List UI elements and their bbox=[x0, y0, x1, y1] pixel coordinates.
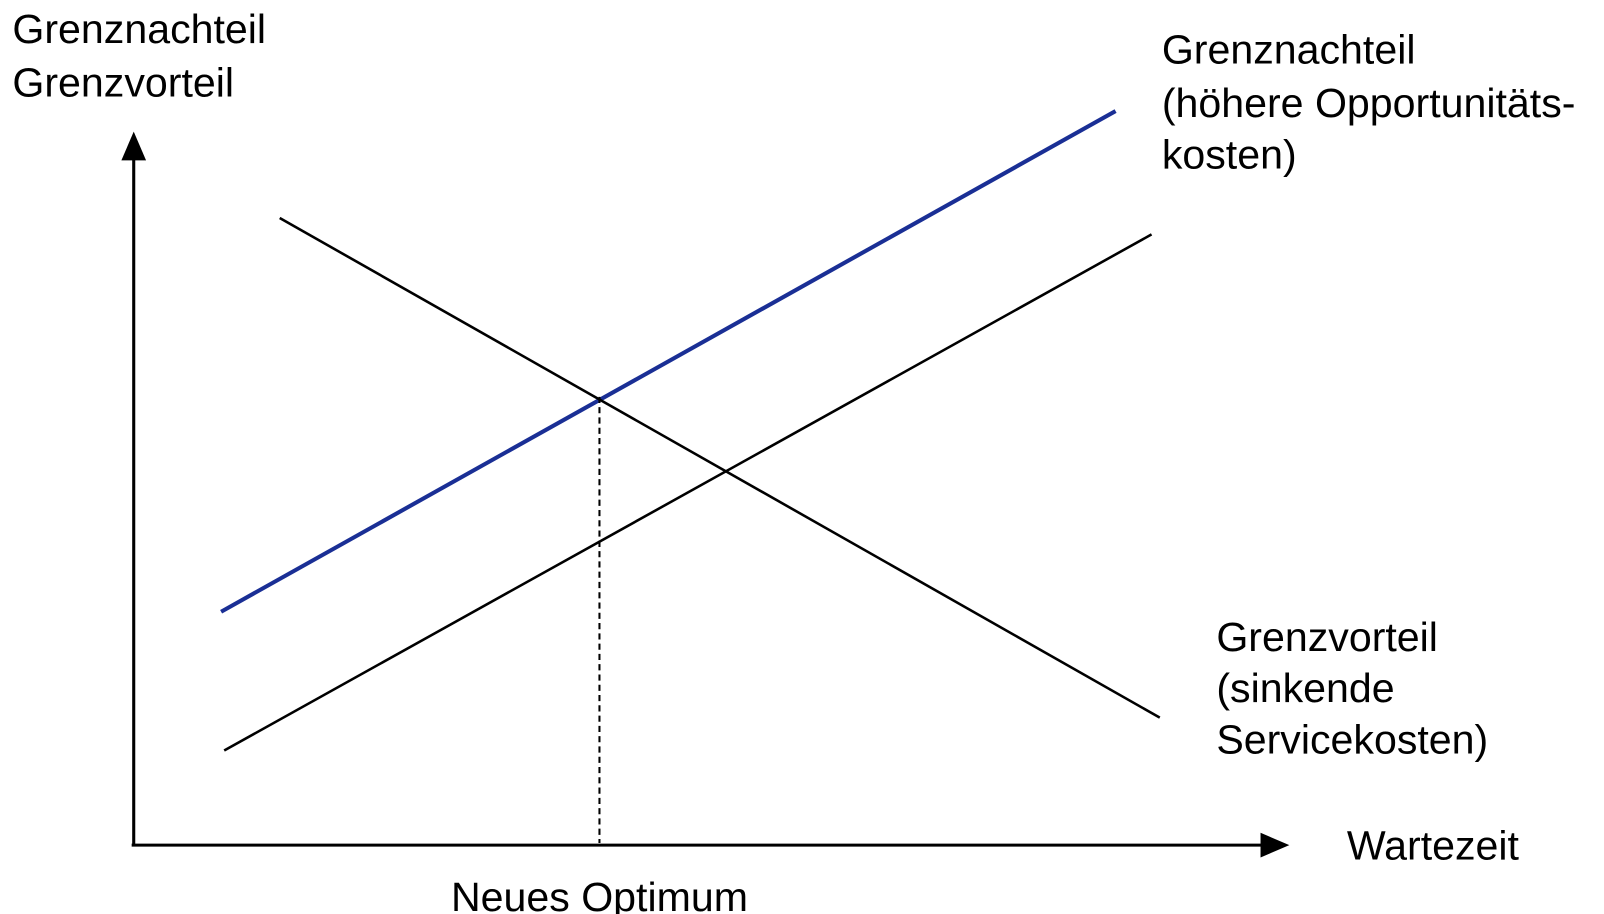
grenznachteil-line bbox=[223, 233, 1153, 752]
y-axis-label: Grenznachteil bbox=[12, 6, 266, 52]
y-axis-label: Grenzvorteil bbox=[12, 60, 234, 106]
x-axis-label: Wartezeit bbox=[1347, 823, 1520, 869]
curve-label: (höhere Opportunitäts- bbox=[1162, 80, 1576, 126]
curve-label: Servicekosten) bbox=[1216, 717, 1488, 763]
curve-label: (sinkende bbox=[1216, 665, 1394, 711]
annotation: Neues Optimum bbox=[451, 874, 748, 914]
curve-label: Grenznachteil bbox=[1162, 27, 1416, 73]
curve-label: Grenzvorteil bbox=[1216, 614, 1438, 660]
grenzvorteil-line bbox=[279, 216, 1161, 719]
y-axis-arrow bbox=[121, 131, 147, 161]
grenznachteil-high-line bbox=[220, 109, 1117, 614]
x-axis-arrow bbox=[1260, 832, 1290, 858]
curve-label: kosten) bbox=[1162, 132, 1297, 178]
